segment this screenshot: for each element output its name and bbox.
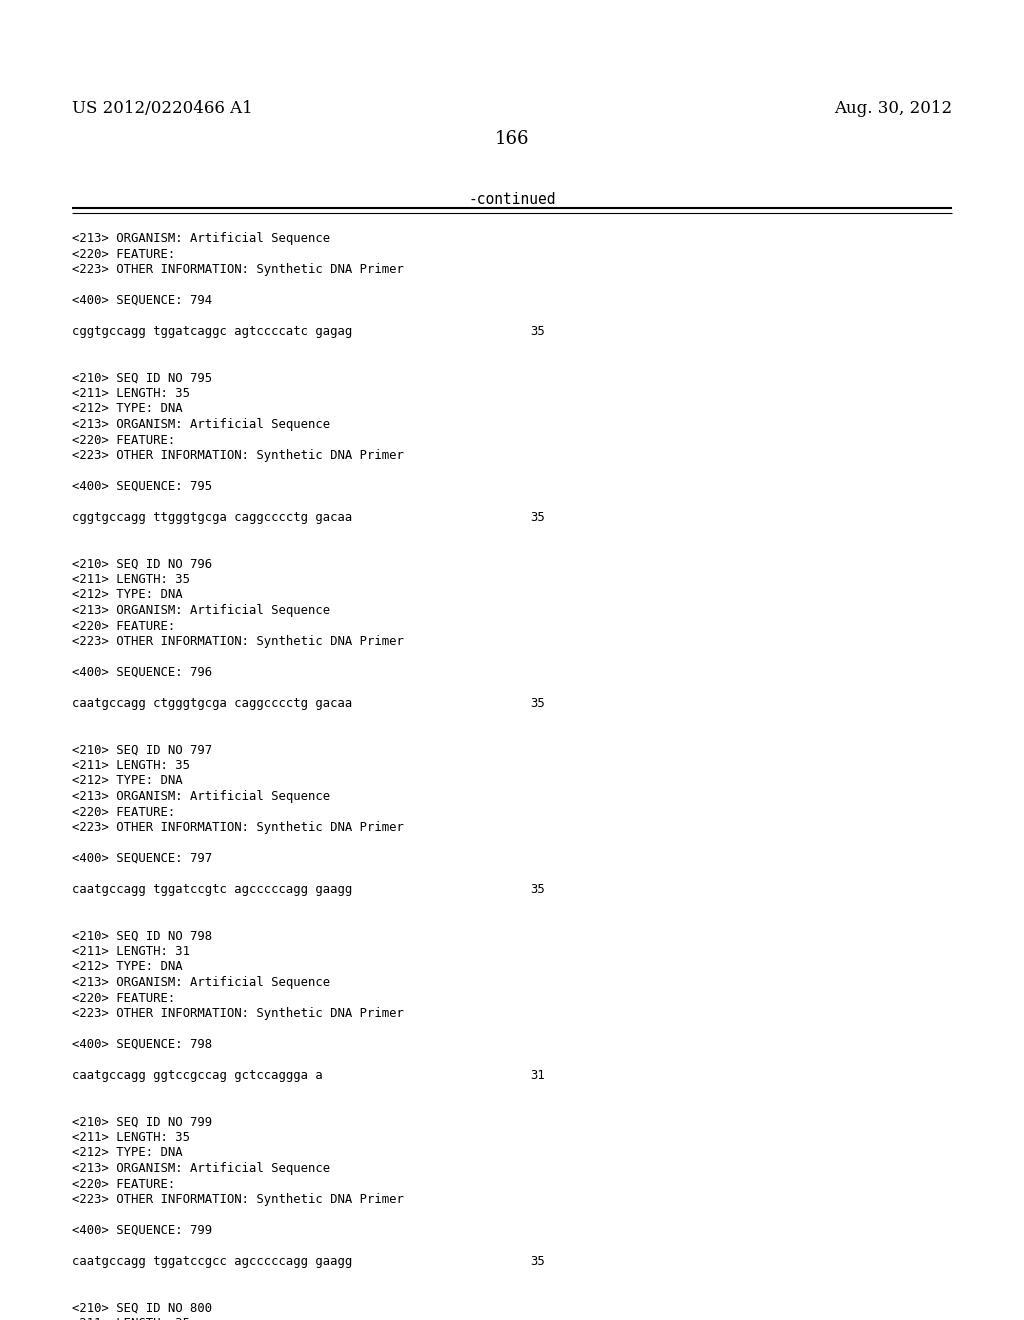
Text: caatgccagg tggatccgcc agcccccagg gaagg: caatgccagg tggatccgcc agcccccagg gaagg [72, 1255, 352, 1269]
Text: <212> TYPE: DNA: <212> TYPE: DNA [72, 589, 182, 602]
Text: <223> OTHER INFORMATION: Synthetic DNA Primer: <223> OTHER INFORMATION: Synthetic DNA P… [72, 1193, 403, 1206]
Text: 31: 31 [530, 1069, 545, 1082]
Text: <210> SEQ ID NO 796: <210> SEQ ID NO 796 [72, 557, 212, 570]
Text: <210> SEQ ID NO 798: <210> SEQ ID NO 798 [72, 929, 212, 942]
Text: 35: 35 [530, 883, 545, 896]
Text: <212> TYPE: DNA: <212> TYPE: DNA [72, 1147, 182, 1159]
Text: <220> FEATURE:: <220> FEATURE: [72, 1177, 175, 1191]
Text: caatgccagg ggtccgccag gctccaggga a: caatgccagg ggtccgccag gctccaggga a [72, 1069, 323, 1082]
Text: <220> FEATURE:: <220> FEATURE: [72, 248, 175, 260]
Text: 35: 35 [530, 1255, 545, 1269]
Text: <212> TYPE: DNA: <212> TYPE: DNA [72, 961, 182, 974]
Text: <223> OTHER INFORMATION: Synthetic DNA Primer: <223> OTHER INFORMATION: Synthetic DNA P… [72, 1007, 403, 1020]
Text: <223> OTHER INFORMATION: Synthetic DNA Primer: <223> OTHER INFORMATION: Synthetic DNA P… [72, 635, 403, 648]
Text: cggtgccagg tggatcaggc agtccccatc gagag: cggtgccagg tggatcaggc agtccccatc gagag [72, 325, 352, 338]
Text: <223> OTHER INFORMATION: Synthetic DNA Primer: <223> OTHER INFORMATION: Synthetic DNA P… [72, 263, 403, 276]
Text: <400> SEQUENCE: 799: <400> SEQUENCE: 799 [72, 1224, 212, 1237]
Text: <211> LENGTH: 35: <211> LENGTH: 35 [72, 759, 190, 772]
Text: <212> TYPE: DNA: <212> TYPE: DNA [72, 775, 182, 788]
Text: <400> SEQUENCE: 795: <400> SEQUENCE: 795 [72, 480, 212, 492]
Text: <220> FEATURE:: <220> FEATURE: [72, 619, 175, 632]
Text: <400> SEQUENCE: 798: <400> SEQUENCE: 798 [72, 1038, 212, 1051]
Text: 35: 35 [530, 697, 545, 710]
Text: <213> ORGANISM: Artificial Sequence: <213> ORGANISM: Artificial Sequence [72, 232, 330, 246]
Text: US 2012/0220466 A1: US 2012/0220466 A1 [72, 100, 253, 117]
Text: Aug. 30, 2012: Aug. 30, 2012 [834, 100, 952, 117]
Text: 166: 166 [495, 129, 529, 148]
Text: <220> FEATURE:: <220> FEATURE: [72, 991, 175, 1005]
Text: <220> FEATURE:: <220> FEATURE: [72, 805, 175, 818]
Text: <213> ORGANISM: Artificial Sequence: <213> ORGANISM: Artificial Sequence [72, 605, 330, 616]
Text: <210> SEQ ID NO 795: <210> SEQ ID NO 795 [72, 371, 212, 384]
Text: <213> ORGANISM: Artificial Sequence: <213> ORGANISM: Artificial Sequence [72, 1162, 330, 1175]
Text: <220> FEATURE:: <220> FEATURE: [72, 433, 175, 446]
Text: <400> SEQUENCE: 797: <400> SEQUENCE: 797 [72, 851, 212, 865]
Text: 35: 35 [530, 511, 545, 524]
Text: <223> OTHER INFORMATION: Synthetic DNA Primer: <223> OTHER INFORMATION: Synthetic DNA P… [72, 821, 403, 834]
Text: <213> ORGANISM: Artificial Sequence: <213> ORGANISM: Artificial Sequence [72, 418, 330, 432]
Text: <211> LENGTH: 35: <211> LENGTH: 35 [72, 1131, 190, 1144]
Text: <400> SEQUENCE: 796: <400> SEQUENCE: 796 [72, 667, 212, 678]
Text: <223> OTHER INFORMATION: Synthetic DNA Primer: <223> OTHER INFORMATION: Synthetic DNA P… [72, 449, 403, 462]
Text: <212> TYPE: DNA: <212> TYPE: DNA [72, 403, 182, 416]
Text: cggtgccagg ttgggtgcga caggcccctg gacaa: cggtgccagg ttgggtgcga caggcccctg gacaa [72, 511, 352, 524]
Text: 35: 35 [530, 325, 545, 338]
Text: <210> SEQ ID NO 800: <210> SEQ ID NO 800 [72, 1302, 212, 1315]
Text: <211> LENGTH: 35: <211> LENGTH: 35 [72, 573, 190, 586]
Text: <210> SEQ ID NO 799: <210> SEQ ID NO 799 [72, 1115, 212, 1129]
Text: <213> ORGANISM: Artificial Sequence: <213> ORGANISM: Artificial Sequence [72, 789, 330, 803]
Text: <210> SEQ ID NO 797: <210> SEQ ID NO 797 [72, 743, 212, 756]
Text: <211> LENGTH: 35: <211> LENGTH: 35 [72, 1317, 190, 1320]
Text: -continued: -continued [468, 191, 556, 207]
Text: <211> LENGTH: 35: <211> LENGTH: 35 [72, 387, 190, 400]
Text: <400> SEQUENCE: 794: <400> SEQUENCE: 794 [72, 294, 212, 308]
Text: caatgccagg ctgggtgcga caggcccctg gacaa: caatgccagg ctgggtgcga caggcccctg gacaa [72, 697, 352, 710]
Text: <211> LENGTH: 31: <211> LENGTH: 31 [72, 945, 190, 958]
Text: <213> ORGANISM: Artificial Sequence: <213> ORGANISM: Artificial Sequence [72, 975, 330, 989]
Text: caatgccagg tggatccgtc agcccccagg gaagg: caatgccagg tggatccgtc agcccccagg gaagg [72, 883, 352, 896]
